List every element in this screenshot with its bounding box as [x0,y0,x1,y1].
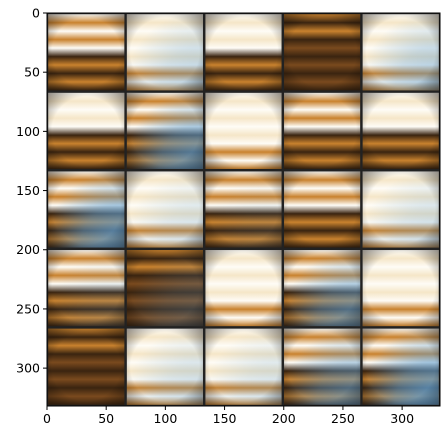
image-tile [284,250,361,327]
x-tick-label: 250 [331,411,355,426]
image-tile [205,92,282,169]
x-axis: 0 50 100 150 200 250 300 [43,406,414,426]
axes-frame [46,12,441,407]
image-tile [284,171,361,248]
image-tile [284,92,361,169]
image-tile [362,171,439,248]
image-tile [284,328,361,405]
image-tile [205,250,282,327]
image-tile [126,92,203,169]
x-tick-label: 100 [153,411,177,426]
y-tick-label: 0 [32,6,40,21]
image-tile [362,14,439,91]
x-tick-label: 300 [390,411,414,426]
image-tile [126,171,203,248]
image-tile [362,250,439,327]
image-tile [205,171,282,248]
x-tick-label: 0 [43,411,51,426]
y-tick-label: 250 [16,301,40,316]
image-tiles [48,14,439,405]
image-tile [48,328,125,405]
image-tile [48,250,125,327]
image-tile [126,14,203,91]
image-tile [48,171,125,248]
y-tick-label: 50 [24,65,40,80]
image-tile [126,250,203,327]
y-tick-label: 150 [16,183,40,198]
image-tile [48,14,125,91]
plot-area [46,12,441,407]
y-axis: 0 50 100 150 200 250 300 [16,6,47,376]
image-tile [205,14,282,91]
image-tile [205,328,282,405]
image-tile [284,14,361,91]
x-tick-label: 150 [213,411,237,426]
x-tick-label: 50 [98,411,114,426]
y-tick-label: 300 [16,361,40,376]
y-tick-label: 200 [16,242,40,257]
x-tick-label: 200 [272,411,296,426]
image-tile [362,328,439,405]
y-tick-label: 100 [16,124,40,139]
image-tile [126,328,203,405]
image-tile [48,92,125,169]
image-tile [362,92,439,169]
